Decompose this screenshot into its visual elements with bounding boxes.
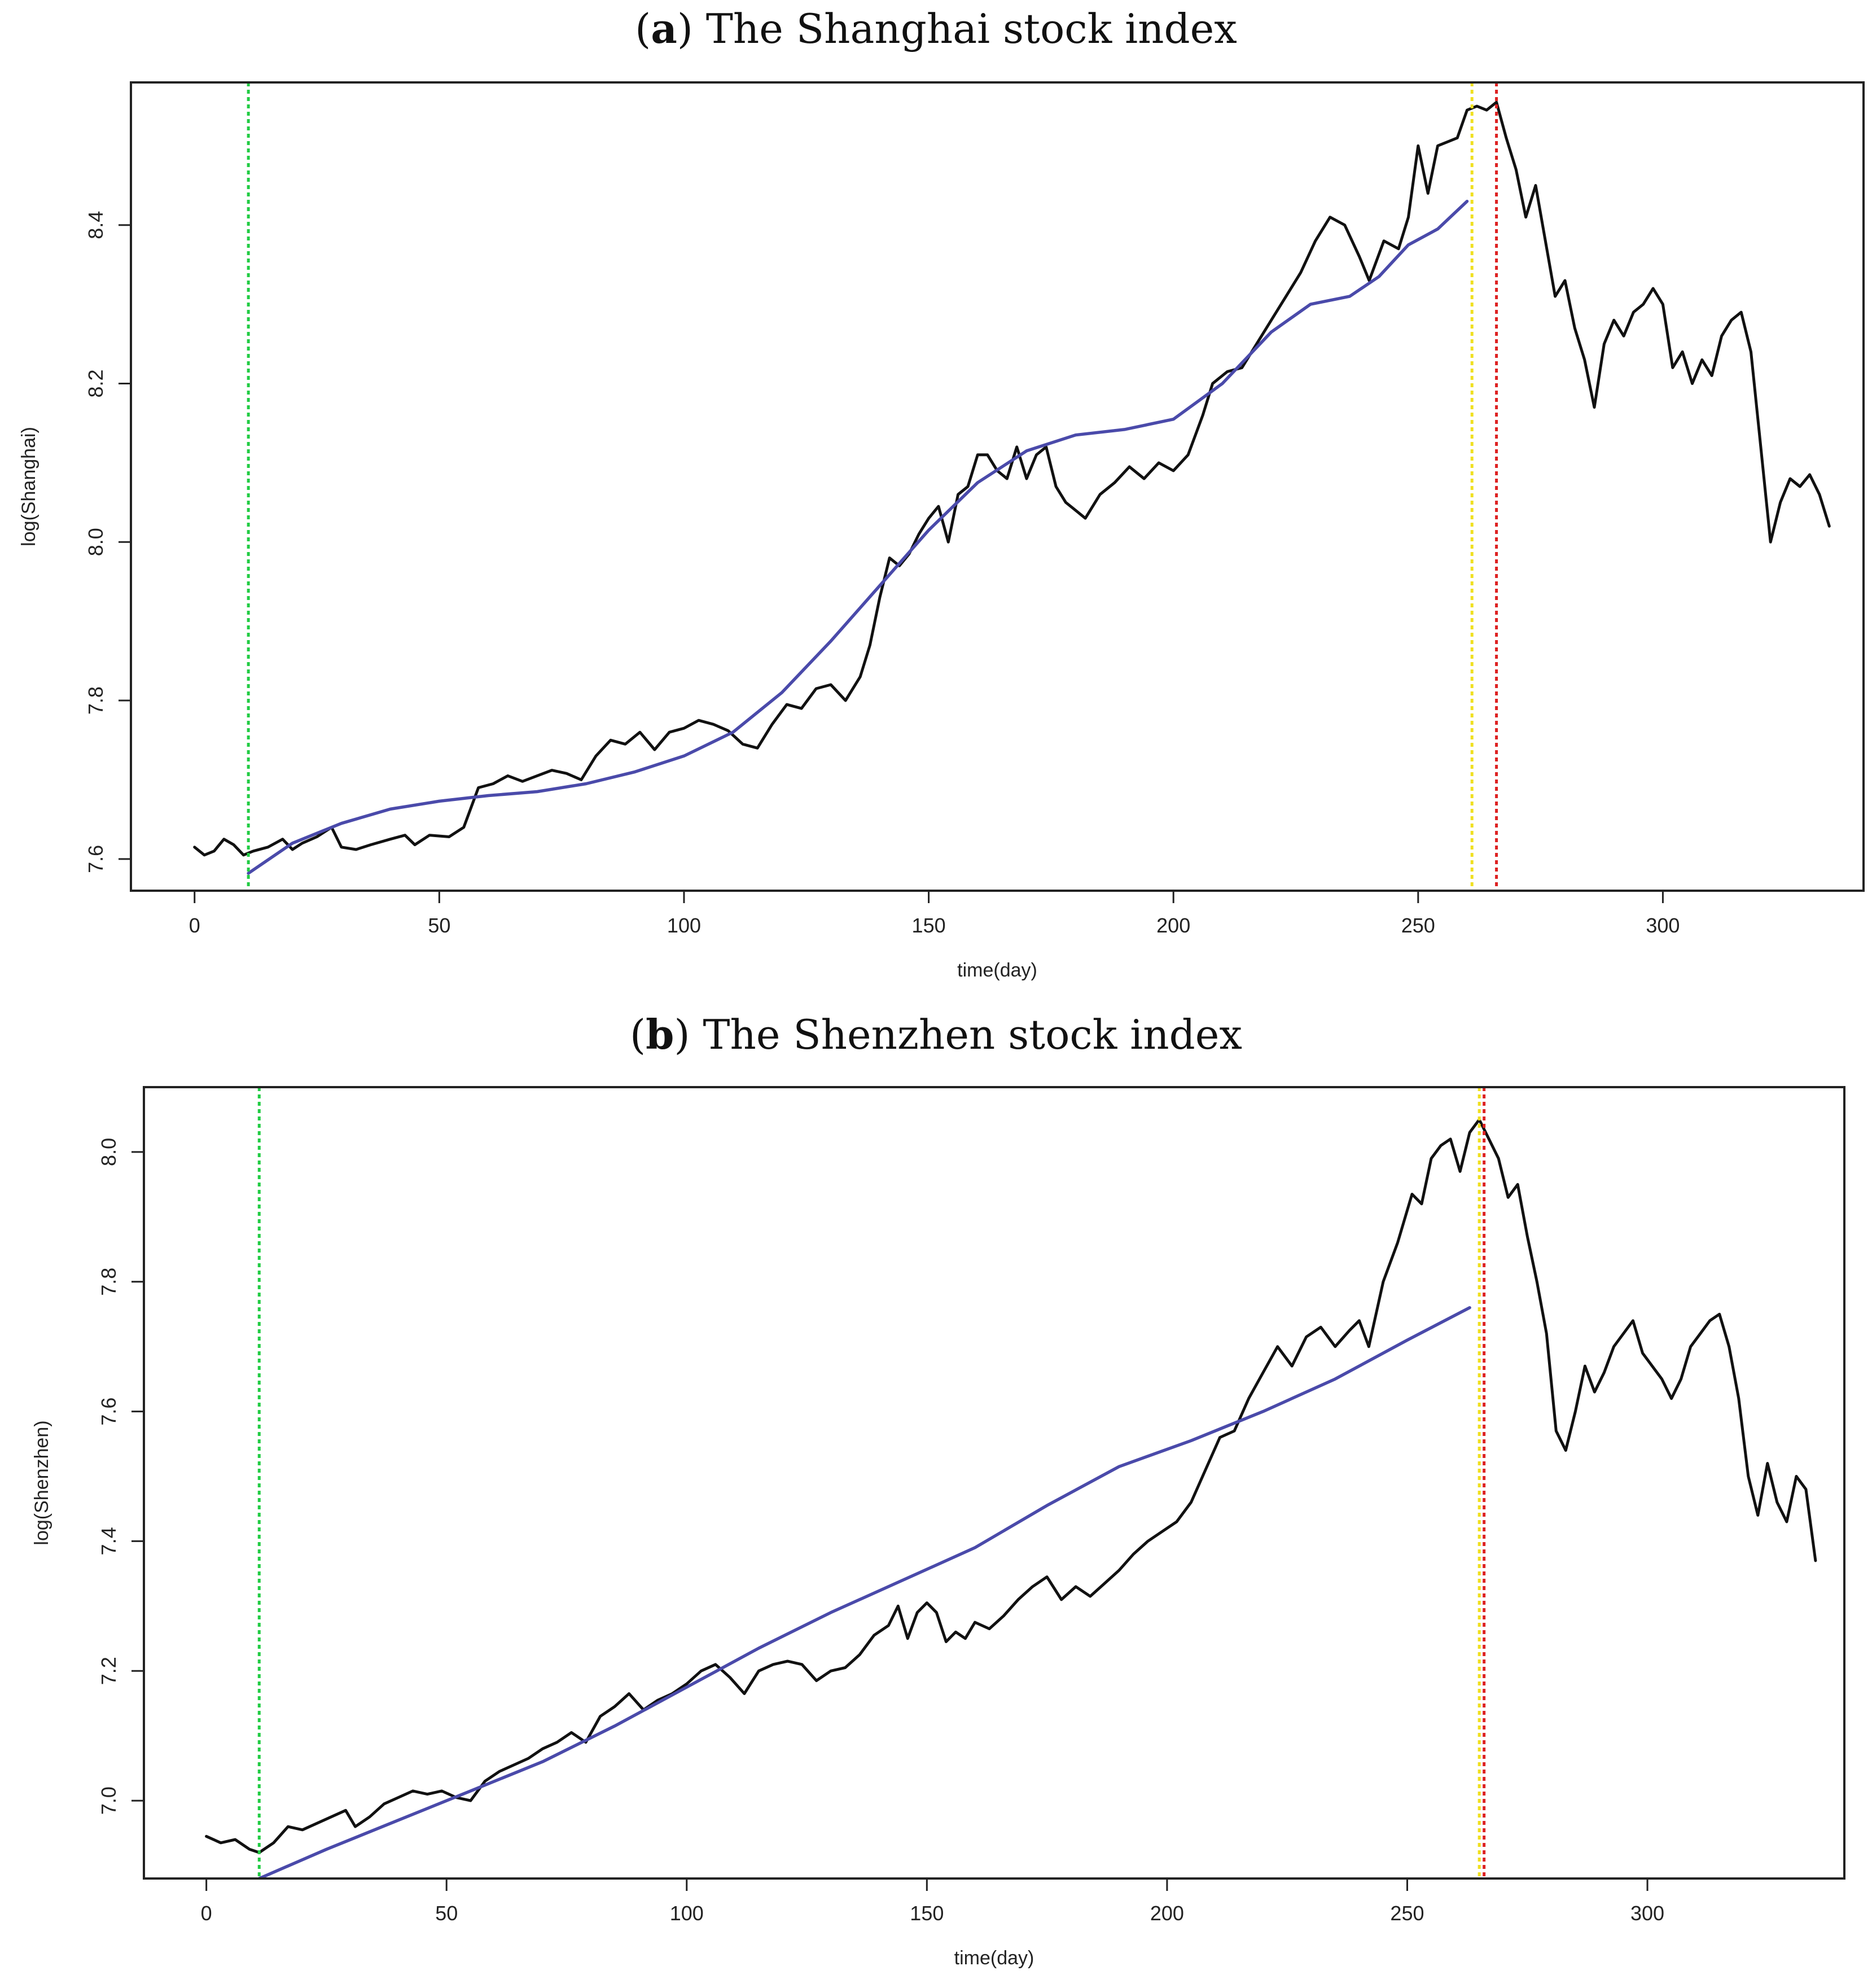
plot-frame <box>143 1086 1845 1880</box>
y-tick-label: 8.0 <box>84 528 107 556</box>
plot-frame <box>130 81 1865 892</box>
panel-b-title: (b) The Shenzhen stock index <box>630 1010 1242 1058</box>
y-tick-label: 8.0 <box>97 1138 120 1166</box>
shenzhen-chart: 0 50 100 150 200 250 300 7.0 7.2 7.4 7.6 7.8 8.0 time… <box>31 1086 1845 1969</box>
y-tick-label: 7.2 <box>97 1657 120 1685</box>
panel-a: (a) The Shanghai stock index 0 50 100 150 20… <box>0 0 1872 993</box>
x-tick-label: 100 <box>667 914 701 937</box>
x-tick-label: 50 <box>428 914 450 937</box>
panel-a-title-text: The Shanghai stock index <box>705 5 1237 52</box>
panel-b-title-text: The Shenzhen stock index <box>703 1011 1242 1058</box>
x-tick-label: 50 <box>435 1902 458 1925</box>
plot-area <box>205 1088 1817 1877</box>
x-tick-label: 200 <box>1156 914 1190 937</box>
y-tick-label: 7.0 <box>97 1786 120 1815</box>
y-tick-label: 7.8 <box>84 686 107 715</box>
y-tick-label: 7.6 <box>84 845 107 873</box>
panel-a-letter: a <box>651 5 677 52</box>
x-tick-label: 300 <box>1646 914 1680 937</box>
x-tick-label: 0 <box>201 1902 212 1925</box>
price-series-line <box>205 1118 1817 1854</box>
fitted-curve-line <box>258 1306 1471 1877</box>
y-axis-label: log(Shenzhen) <box>31 1420 52 1545</box>
x-tick-label: 250 <box>1401 914 1435 937</box>
plot-area <box>193 84 1831 890</box>
y-tick-label: 7.8 <box>97 1268 120 1296</box>
x-axis-label: time(day) <box>954 1947 1034 1969</box>
panel-b-letter: b <box>646 1010 674 1058</box>
x-tick-label: 150 <box>910 1902 944 1925</box>
y-tick-label: 8.4 <box>84 211 107 239</box>
price-series-line <box>193 100 1831 857</box>
x-tick-label: 100 <box>670 1902 704 1925</box>
x-tick-label: 150 <box>912 914 946 937</box>
x-tick-label: 0 <box>189 914 200 937</box>
panel-a-title: (a) The Shanghai stock index <box>635 5 1237 52</box>
x-tick-label: 200 <box>1150 1902 1184 1925</box>
x-tick-label: 300 <box>1630 1902 1664 1925</box>
shanghai-chart: 0 50 100 150 200 250 300 7.6 7.8 8.0 8.2 8.4 time(da… <box>18 81 1865 981</box>
x-axis-label: time(day) <box>957 960 1037 981</box>
panel-b: (b) The Shenzhen stock index 0 50 100 150 20… <box>0 1010 1872 1988</box>
x-tick-label: 250 <box>1390 1902 1424 1925</box>
y-tick-label: 7.4 <box>97 1527 120 1555</box>
y-axis-label: log(Shanghai) <box>18 427 40 546</box>
fitted-curve-line <box>247 199 1469 875</box>
y-tick-label: 8.2 <box>84 369 107 397</box>
y-tick-label: 7.6 <box>97 1398 120 1426</box>
